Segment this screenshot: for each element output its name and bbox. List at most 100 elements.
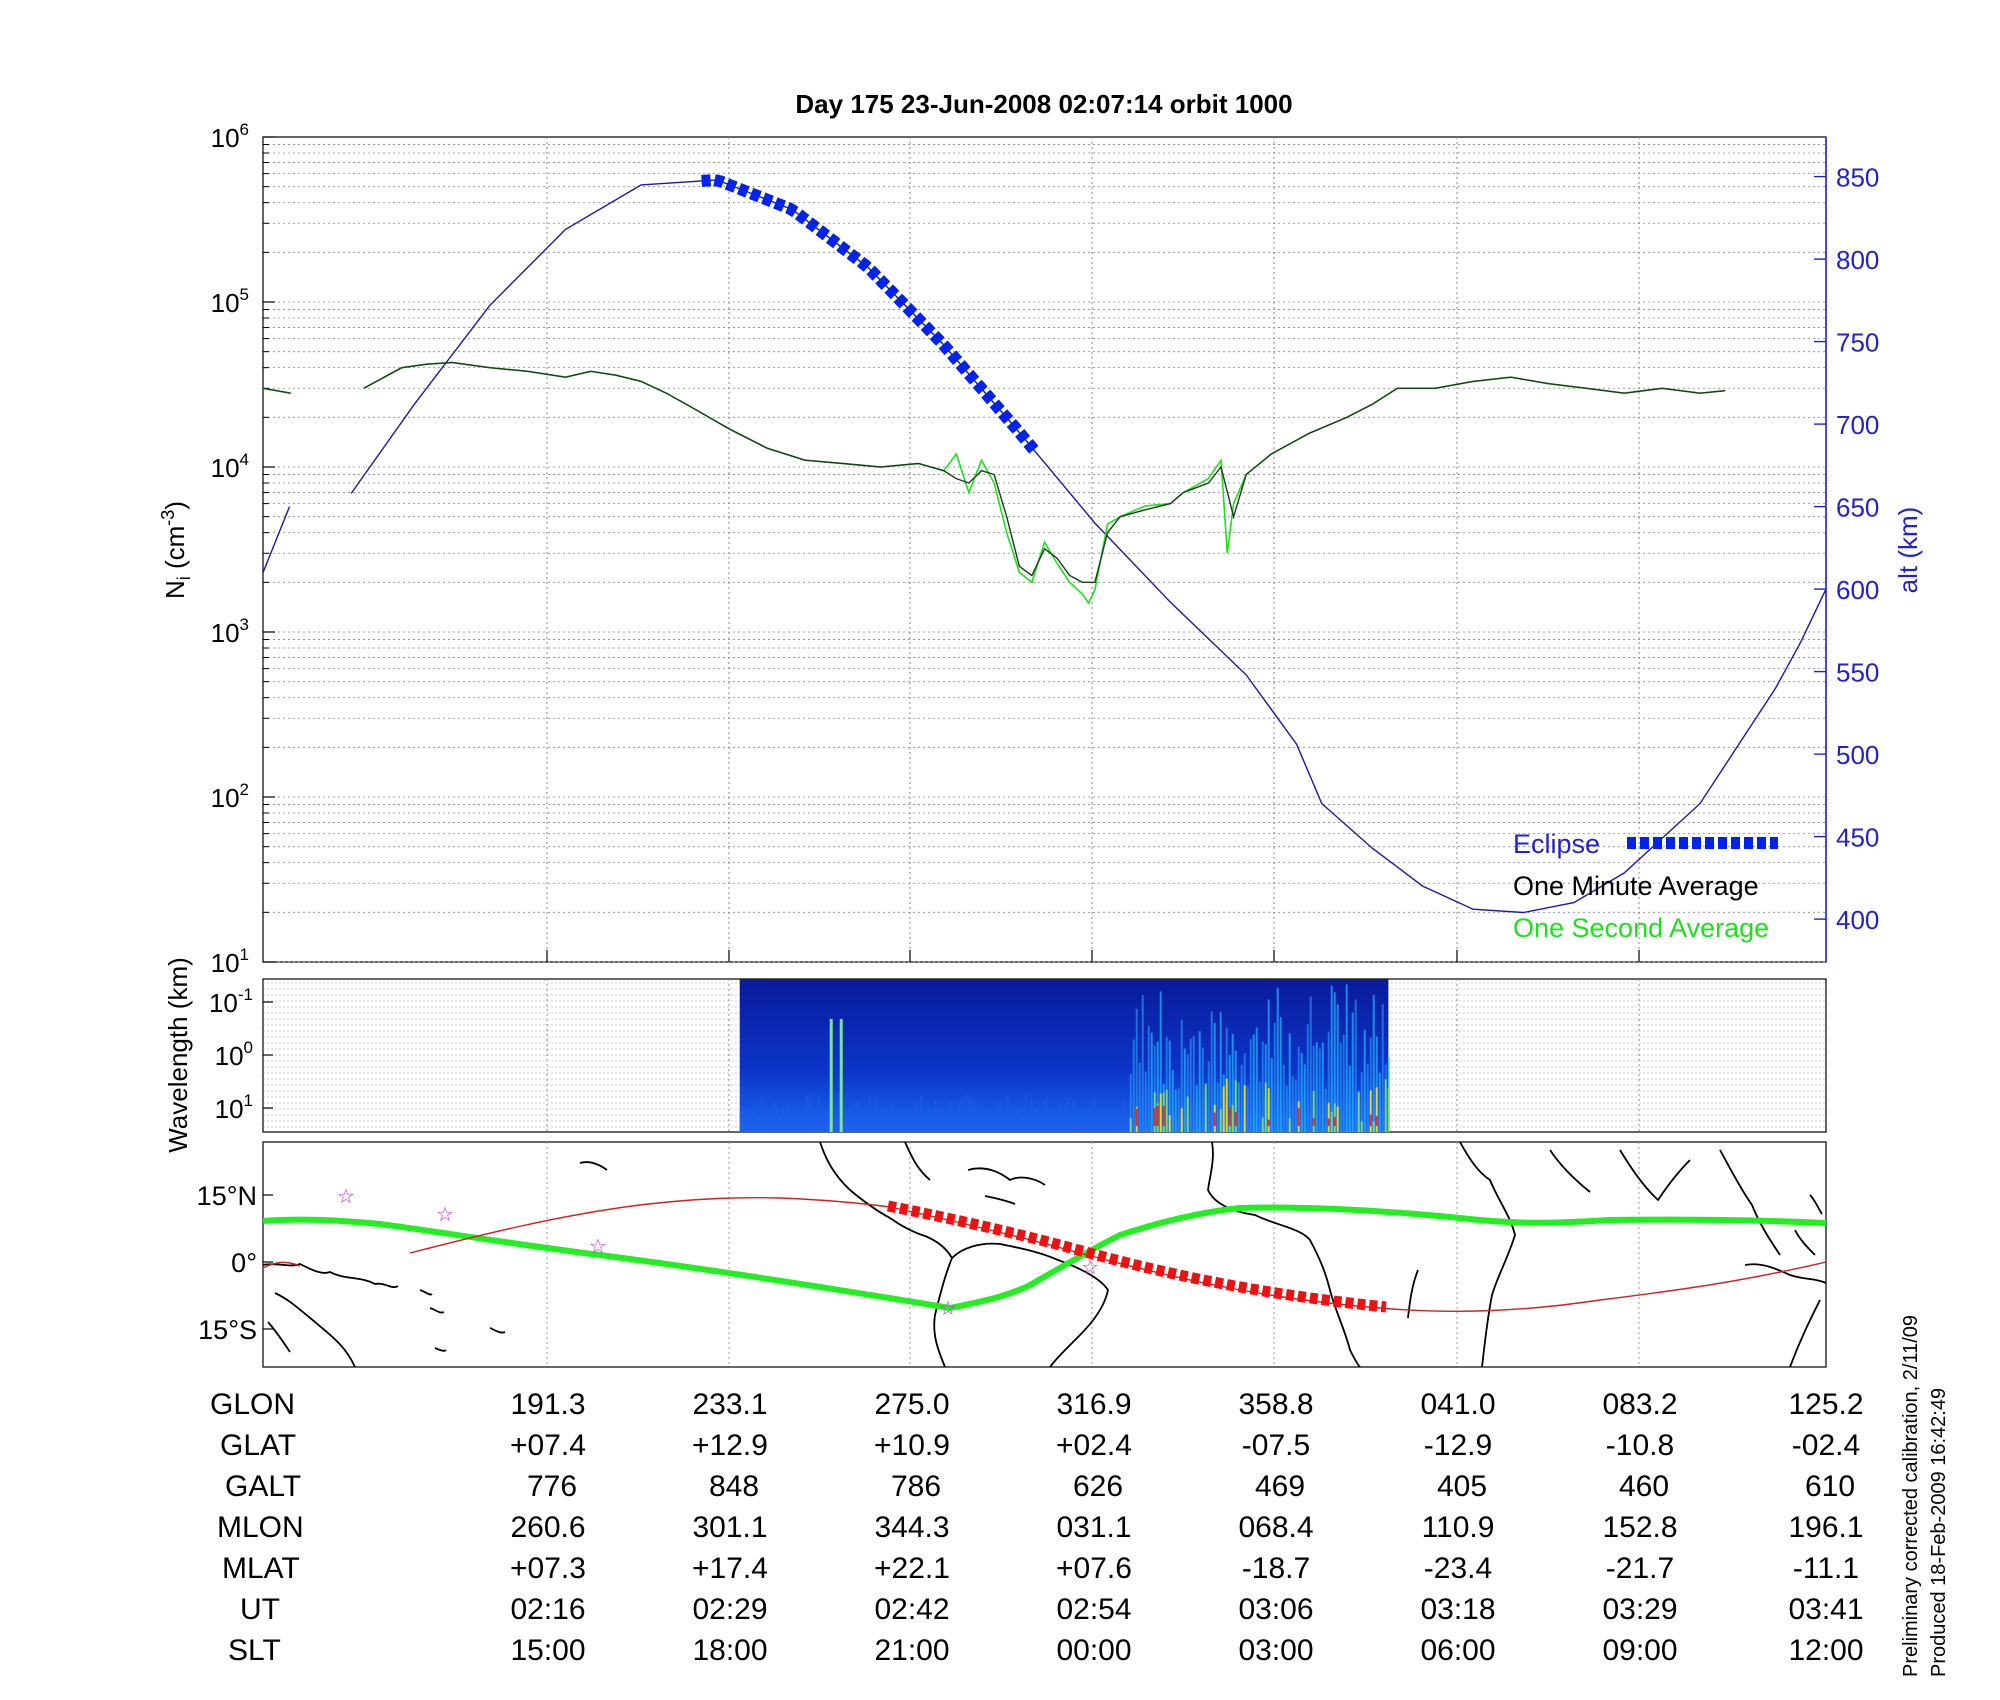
spectrogram-column bbox=[1231, 1033, 1234, 1132]
spectrogram-column bbox=[1228, 1106, 1231, 1126]
left-tick-label: 103 bbox=[211, 615, 249, 648]
spectrogram-column bbox=[991, 1117, 994, 1132]
footer-produced-note: Produced 18-Feb-2009 16:42:49 bbox=[1928, 1388, 1950, 1677]
station-star-icon: ☆ bbox=[1081, 1255, 1099, 1279]
spectrogram-column bbox=[1267, 1088, 1270, 1132]
spectrogram-column bbox=[883, 1105, 886, 1132]
spectrogram-column bbox=[946, 1116, 949, 1132]
spectrogram-column bbox=[1144, 1071, 1147, 1132]
spectrogram-column bbox=[937, 1110, 940, 1132]
right-tick-label: 400 bbox=[1836, 905, 1879, 935]
ephemeris-cell: 03:06 bbox=[1238, 1593, 1314, 1626]
coastlines bbox=[263, 1142, 1826, 1367]
ephemeris-cell: 316.9 bbox=[1056, 1388, 1132, 1421]
spectrogram-column bbox=[1369, 1114, 1372, 1126]
ephemeris-cell: 776 bbox=[526, 1470, 578, 1503]
legend-one-minute-label: One Minute Average bbox=[1513, 871, 1759, 901]
spectrogram-column bbox=[997, 1103, 1000, 1132]
magnetic-equator-line bbox=[263, 1204, 1826, 1312]
spectrogram-column bbox=[1366, 1064, 1369, 1132]
spectrogram-column bbox=[1297, 1046, 1300, 1132]
ephemeris-cell: -11.1 bbox=[1792, 1552, 1860, 1585]
spectrogram-column bbox=[973, 1101, 976, 1132]
left-tick-label: 101 bbox=[211, 945, 249, 978]
density-grid bbox=[263, 137, 1826, 963]
spectrogram-column bbox=[1171, 1069, 1174, 1132]
spectrogram-column bbox=[1069, 1117, 1072, 1132]
alt-axis-label: alt (km) bbox=[1893, 507, 1923, 594]
ephemeris-cell: +22.1 bbox=[874, 1552, 950, 1585]
ephemeris-cell: 03:29 bbox=[1602, 1593, 1678, 1626]
spectrogram-column bbox=[1153, 1045, 1156, 1132]
density-series bbox=[263, 174, 1826, 914]
spectrogram-column bbox=[1021, 1121, 1024, 1132]
spectrogram-column bbox=[1384, 1079, 1387, 1132]
spectrogram-column bbox=[976, 1104, 979, 1132]
spectrogram-column bbox=[889, 1101, 892, 1132]
spectrogram-column bbox=[1225, 1078, 1228, 1132]
spectrogram-column bbox=[1357, 1092, 1360, 1132]
spectrogram-column bbox=[1327, 1031, 1330, 1132]
spectrogram-column bbox=[745, 1120, 748, 1132]
spectrogram-column bbox=[871, 1116, 874, 1132]
spectrogram-column bbox=[982, 1123, 985, 1132]
ephemeris-cell: 06:00 bbox=[1420, 1634, 1496, 1667]
ephemeris-cell: +07.3 bbox=[510, 1552, 586, 1585]
spectrogram-column bbox=[1024, 1094, 1027, 1132]
spectrogram-column bbox=[1309, 996, 1312, 1132]
map-tick-label: 0° bbox=[231, 1248, 257, 1278]
ephemeris-cell: 626 bbox=[1072, 1470, 1124, 1503]
spectrogram-column bbox=[1267, 999, 1270, 1132]
ephemeris-row-label: MLAT bbox=[222, 1552, 300, 1585]
ephemeris-cell: +07.6 bbox=[1056, 1552, 1132, 1585]
spectrogram-column bbox=[805, 1095, 808, 1132]
right-tick-label: 600 bbox=[1836, 575, 1879, 605]
ephemeris-cell: 12:00 bbox=[1788, 1634, 1864, 1667]
spectrogram-heatmap bbox=[739, 979, 1390, 1132]
spectrogram-column bbox=[1378, 1072, 1381, 1132]
spectrogram-column bbox=[1051, 1123, 1054, 1132]
density-panel: 101 102 103 104 105 106 400 450 500 550 600 650 700… bbox=[158, 120, 1923, 978]
ephemeris-cell: +17.4 bbox=[692, 1552, 768, 1585]
spectrogram-column bbox=[1039, 1120, 1042, 1132]
spectrogram-column bbox=[1057, 1102, 1060, 1132]
spectrogram-column bbox=[796, 1109, 799, 1132]
map-series bbox=[263, 1196, 1826, 1313]
svg-text:Ni (cm-3): Ni (cm-3) bbox=[158, 501, 194, 599]
spectrogram-column bbox=[1267, 1119, 1270, 1126]
eclipse-track-segment bbox=[886, 1200, 1387, 1313]
spectrogram-column bbox=[1093, 1098, 1096, 1132]
spectrogram-column bbox=[1000, 1101, 1003, 1132]
spectrogram-column bbox=[1156, 1041, 1159, 1132]
ephemeris-cell: 344.3 bbox=[874, 1511, 950, 1544]
ephemeris-cell: -02.4 bbox=[1791, 1429, 1861, 1462]
ephemeris-cell: 068.4 bbox=[1238, 1511, 1314, 1544]
spectrogram-column bbox=[1183, 1048, 1186, 1132]
spectrogram-column bbox=[1231, 1104, 1234, 1132]
spectrogram-column bbox=[1348, 1065, 1351, 1132]
ephemeris-cell: -07.5 bbox=[1241, 1429, 1311, 1462]
spectrogram-column bbox=[898, 1117, 901, 1132]
spectrogram-column bbox=[859, 1113, 862, 1132]
ephemeris-row-label: MLON bbox=[217, 1511, 304, 1544]
spectrogram-column bbox=[1363, 1029, 1366, 1132]
spectrogram-column bbox=[760, 1097, 763, 1132]
spectrogram-column bbox=[1159, 1093, 1162, 1132]
spectrogram-column bbox=[1324, 1088, 1327, 1132]
ephemeris-cell: 09:00 bbox=[1602, 1634, 1678, 1667]
spectrogram-column bbox=[1153, 1107, 1156, 1126]
spectrogram-column bbox=[739, 1109, 742, 1132]
spectrogram-column bbox=[1081, 1121, 1084, 1132]
spectrogram-column bbox=[757, 1121, 760, 1132]
spectrogram-column bbox=[1162, 1105, 1165, 1126]
spectrogram-column bbox=[1180, 1108, 1183, 1132]
spectrogram-column bbox=[1336, 1106, 1339, 1132]
right-tick-label: 750 bbox=[1836, 328, 1879, 358]
spectrogram-column bbox=[904, 1121, 907, 1132]
spectrogram-column bbox=[1234, 1080, 1237, 1132]
spectrogram-column bbox=[1201, 1047, 1204, 1132]
ephemeris-cell: 301.1 bbox=[692, 1511, 768, 1544]
spectrogram-column bbox=[928, 1109, 931, 1132]
right-tick-label: 450 bbox=[1836, 823, 1879, 853]
spectrogram-column bbox=[1243, 1085, 1246, 1132]
